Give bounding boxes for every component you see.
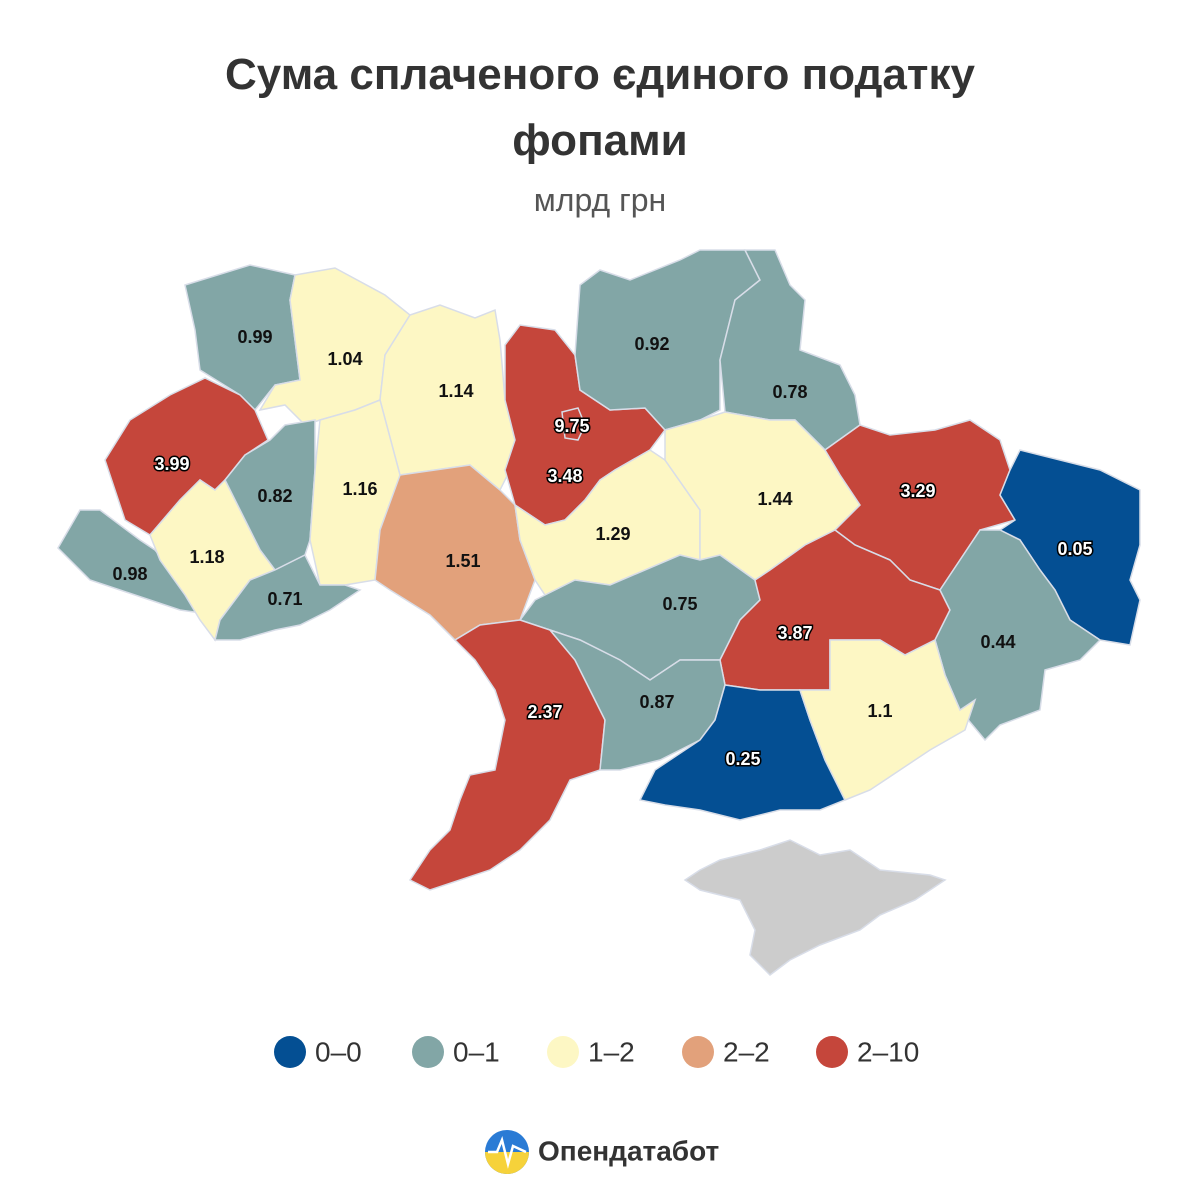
region-value: 1.04 [327, 349, 362, 369]
legend-label: 1–2 [588, 1036, 635, 1067]
region-value: 3.99 [154, 454, 189, 474]
region-value: 0.78 [772, 382, 807, 402]
regions [57, 249, 1141, 891]
region-value: 0.44 [980, 632, 1015, 652]
chart-title: Сума сплаченого єдиного податку фопами [225, 50, 975, 165]
logo-pulse [488, 1136, 527, 1169]
legend-label: 0–0 [315, 1036, 362, 1067]
legend-swatch [412, 1036, 444, 1068]
region [638, 684, 847, 821]
region-value: 9.75 [554, 416, 589, 436]
region [561, 407, 586, 441]
region-value: 0.75 [662, 594, 697, 614]
region-value: 0.71 [267, 589, 302, 609]
region-value: 3.87 [777, 623, 812, 643]
region-value: 1.16 [342, 479, 377, 499]
region-value: 1.51 [445, 551, 480, 571]
brand: Опендатабот [538, 1135, 719, 1166]
legend-swatch [547, 1036, 579, 1068]
legend-label: 0–1 [453, 1036, 500, 1067]
region-value: 1.29 [595, 524, 630, 544]
region-value: 2.37 [527, 702, 562, 722]
region-value: 1.14 [438, 381, 473, 401]
region-value: 3.29 [900, 481, 935, 501]
legend-swatch [682, 1036, 714, 1068]
crimea [683, 839, 947, 976]
region-value: 3.48 [547, 466, 582, 486]
region-value: 0.82 [257, 486, 292, 506]
region [798, 638, 977, 801]
region-value: 1.44 [757, 489, 792, 509]
region-value: 0.87 [639, 692, 674, 712]
logo: Опендатабот [485, 1130, 719, 1174]
region-value: 1.18 [189, 547, 224, 567]
legend-swatch [816, 1036, 848, 1068]
region-labels: 0.99 1.04 1.14 9.75 3.48 0.92 0.78 3.99 0.82 1.16… [112, 327, 1094, 771]
legend-label: 2–10 [857, 1036, 919, 1067]
region-value: 0.05 [1057, 539, 1092, 559]
region-value: 0.98 [112, 564, 147, 584]
legend-label: 2–2 [723, 1036, 770, 1067]
region [998, 449, 1141, 646]
region-value: 0.99 [237, 327, 272, 347]
region [214, 553, 362, 641]
chart-subtitle: млрд грн [533, 182, 667, 218]
legend-swatch [274, 1036, 306, 1068]
region-value: 1.1 [867, 701, 892, 721]
region-value: 0.25 [725, 749, 760, 769]
region-value: 0.92 [634, 334, 669, 354]
